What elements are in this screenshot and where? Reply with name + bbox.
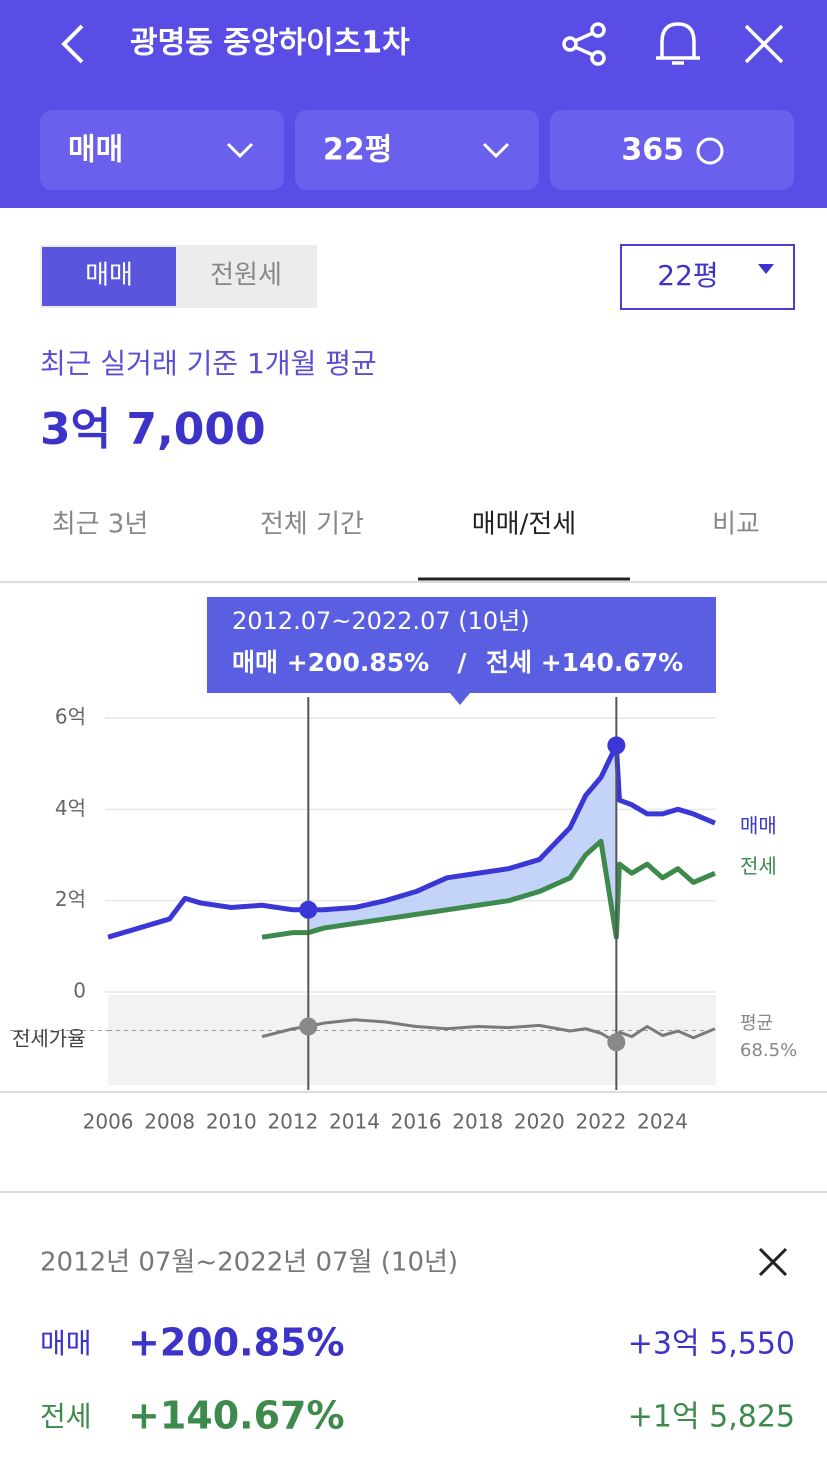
tooltip-sale: 매매 +200.85%	[232, 648, 429, 677]
x-tick-label: 2014	[329, 1110, 380, 1134]
x-tick-label: 2010	[206, 1110, 257, 1134]
tooltip-separator: /	[457, 648, 467, 677]
ratio-dot	[299, 1017, 318, 1036]
detail-period: 2012년 07월~2022년 07월 (10년)	[40, 1248, 458, 1278]
series-label: 전세	[740, 854, 777, 878]
back-button[interactable]	[61, 24, 84, 64]
detail-name: 전세	[40, 1400, 92, 1433]
x-tick-label: 2022	[575, 1110, 626, 1134]
y-tick-label: 6억	[55, 705, 86, 729]
selection-dot	[607, 736, 626, 755]
close-button[interactable]	[744, 24, 784, 64]
share-button[interactable]	[562, 22, 606, 66]
filter-button[interactable]	[40, 110, 284, 190]
tab[interactable]: 비교	[712, 510, 760, 540]
summary-price: 3억 7,000	[40, 404, 266, 455]
y-tick-label: 2억	[55, 887, 86, 911]
segment-active[interactable]	[42, 247, 176, 306]
ratio-label: 전세가율	[12, 1027, 86, 1051]
segment-label: 매매	[85, 261, 133, 291]
series-line	[261, 838, 716, 940]
chart: 0 2억 4억 6억 2006 2008 2010 2012 2014 2016 2018 2020 2…	[10, 697, 797, 1134]
tooltip	[207, 597, 716, 693]
chevron	[226, 142, 254, 159]
ratio-dot	[607, 1033, 626, 1052]
segment-label[interactable]: 전원세	[210, 261, 282, 291]
tooltip-rent: 전세 +140.67%	[486, 648, 683, 677]
size-label: 22평	[657, 259, 718, 292]
x-tick-label: 2018	[452, 1110, 503, 1134]
detail-close[interactable]	[758, 1247, 788, 1277]
series-line	[107, 742, 716, 940]
selection-dot	[299, 900, 318, 919]
average-value: 68.5%	[740, 1040, 797, 1061]
x-tick-label: 2020	[514, 1110, 565, 1134]
filter-label: 매매	[68, 133, 123, 168]
detail-change: +140.67%	[128, 1394, 345, 1438]
tooltip-pointer	[450, 693, 470, 705]
x-tick-label: 2008	[144, 1110, 195, 1134]
page-title: 광명동 중앙하이츠1차	[130, 26, 410, 61]
chevron	[482, 142, 510, 159]
series-label: 매매	[740, 814, 777, 838]
y-tick-label: 4억	[55, 796, 86, 820]
average-label: 평균	[740, 1013, 773, 1034]
chat-icon	[696, 137, 724, 165]
x-tick-label: 2024	[637, 1110, 688, 1134]
alert-button[interactable]	[656, 22, 700, 65]
detail-amount: +3억 5,550	[628, 1327, 795, 1362]
tab[interactable]: 최근 3년	[52, 510, 149, 540]
summary-label: 최근 실거래 기준 1개월 평균	[40, 347, 377, 380]
filter-label: 22평	[323, 133, 392, 168]
tab[interactable]: 매매/전세	[472, 510, 576, 540]
detail-change: +200.85%	[128, 1321, 345, 1365]
ratio-line	[261, 1018, 716, 1044]
dropdown-arrow	[758, 264, 774, 274]
size-dropdown[interactable]	[620, 244, 795, 310]
detail-amount: +1억 5,825	[628, 1400, 795, 1435]
filter-label: 365	[621, 133, 684, 168]
tooltip-period: 2012.07~2022.07 (10년)	[232, 607, 530, 635]
tabs: 최근 3년 전체 기간 매매/전세 비교	[52, 510, 760, 581]
filter-button[interactable]	[550, 110, 794, 190]
y-tick-label: 0	[73, 979, 86, 1003]
detail-name: 매매	[40, 1327, 92, 1360]
x-tick-label: 2016	[391, 1110, 442, 1134]
x-tick-label: 2012	[267, 1110, 318, 1134]
tab[interactable]: 전체 기간	[260, 510, 364, 540]
filter-button[interactable]	[295, 110, 539, 190]
detail-rows: 매매 +200.85% +3억 5,550 전세 +140.67% +1억 5,825	[40, 1321, 795, 1438]
x-tick-label: 2006	[83, 1110, 134, 1134]
